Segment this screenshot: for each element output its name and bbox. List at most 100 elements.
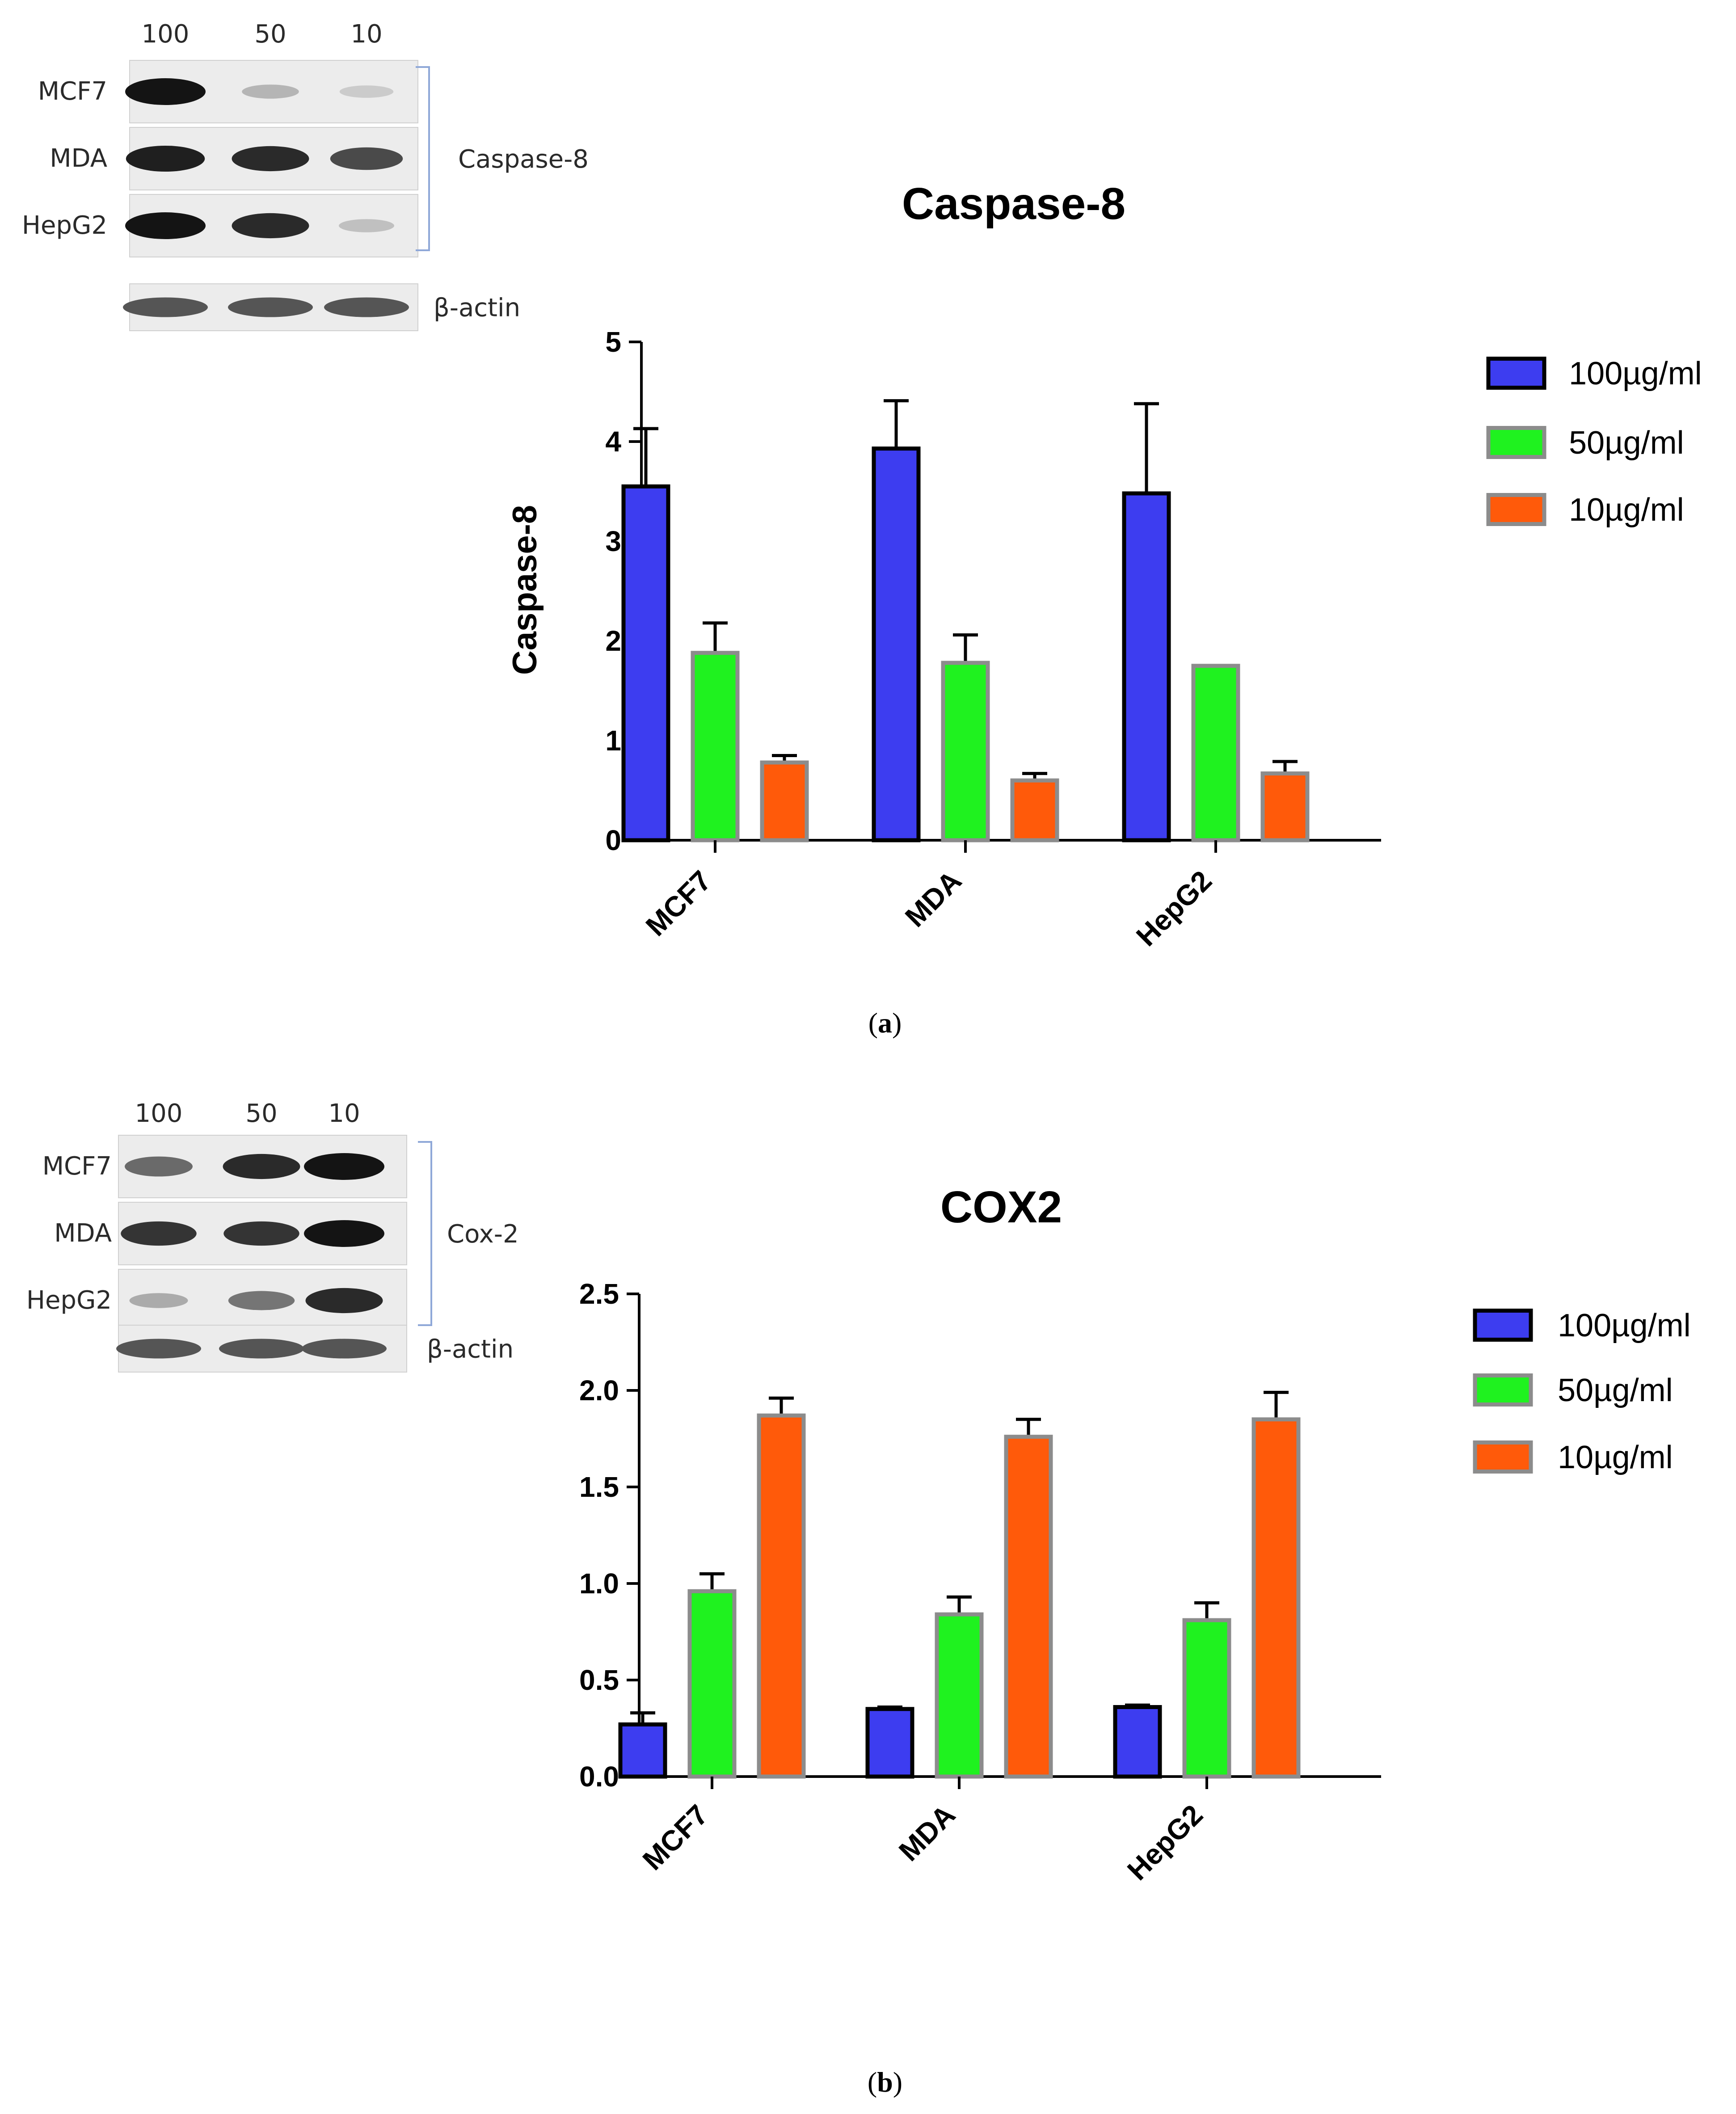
bar <box>691 651 740 842</box>
actin-band <box>219 1339 304 1359</box>
y-tick-label: 1.0 <box>579 1567 619 1600</box>
y-tick-label: 0.0 <box>579 1760 619 1793</box>
actin-band <box>123 297 208 317</box>
bar <box>1010 778 1059 842</box>
blot-band <box>121 1221 197 1246</box>
y-tick-label: 2 <box>605 625 621 657</box>
x-tick-label: MDA <box>893 1798 961 1867</box>
legend-label: 10µg/ml <box>1569 492 1684 528</box>
blot-row-label: MCF7 <box>38 77 107 106</box>
blot-row-label: MCF7 <box>42 1152 112 1181</box>
legend-label: 100µg/ml <box>1569 356 1702 392</box>
western-blot: 100 50 10 MCF7 MDA HepG2 Caspase-8 β-actin <box>22 20 589 331</box>
blot-band <box>223 1154 300 1179</box>
legend-label: 50µg/ml <box>1569 425 1684 461</box>
legend-swatch <box>1473 1373 1533 1407</box>
y-tick-label: 5 <box>605 326 621 358</box>
bar <box>935 1612 984 1779</box>
blot-row-label: HepG2 <box>22 211 107 240</box>
y-tick-label: 1.5 <box>579 1471 619 1503</box>
legend-swatch <box>1473 1309 1533 1342</box>
loading-control-label: β-actin <box>427 1335 514 1364</box>
blot-band <box>126 145 205 172</box>
actin-band <box>302 1339 387 1359</box>
lane-label: 50 <box>254 20 286 49</box>
blot-band <box>304 1220 384 1247</box>
bar <box>618 1722 667 1779</box>
lane-label: 100 <box>135 1099 183 1128</box>
y-tick-label: 0.5 <box>579 1664 619 1696</box>
blot-row-label: MDA <box>50 144 107 173</box>
bar <box>1113 1705 1162 1779</box>
bar <box>760 760 809 842</box>
bar <box>1004 1435 1053 1779</box>
bar <box>865 1707 914 1779</box>
x-tick-label: HepG2 <box>1130 864 1218 952</box>
y-tick-label: 4 <box>605 425 621 458</box>
y-tick-label: 3 <box>605 525 621 557</box>
blot-bracket <box>418 1141 432 1326</box>
blot-band <box>339 85 394 98</box>
blot-marker-label: Cox-2 <box>447 1220 519 1249</box>
bar <box>872 446 921 842</box>
panel-letter: a <box>878 1007 892 1039</box>
panel-letter: b <box>877 2066 893 2098</box>
bar <box>1260 771 1310 842</box>
bar <box>1251 1417 1301 1779</box>
y-tick-label: 2.5 <box>579 1278 619 1310</box>
lane-label: 10 <box>350 20 382 49</box>
legend: 100µg/ml 50µg/ml 10µg/ml <box>1473 1308 1691 1475</box>
bar <box>687 1589 737 1779</box>
actin-band <box>324 297 409 317</box>
chart-title: COX2 <box>940 1182 1062 1232</box>
y-axis-label: Caspase-8 <box>506 505 544 675</box>
blot-band <box>305 1288 383 1314</box>
blot-row-label: MDA <box>54 1219 112 1248</box>
legend: 100µg/ml 50µg/ml 10µg/ml <box>1486 356 1702 528</box>
legend-swatch <box>1473 1440 1533 1474</box>
legend-swatch <box>1486 426 1546 459</box>
bar <box>941 661 990 842</box>
panel-caption: (b) <box>868 2066 902 2098</box>
panel-b: 100 50 10 MCF7 MDA HepG2 Cox-2 β-actin COX2 0.0 0.… <box>26 1099 1691 2098</box>
blot-band <box>125 1156 193 1177</box>
actin-band <box>116 1339 201 1359</box>
x-tick-label: MCF7 <box>636 1798 714 1876</box>
loading-control-label: β-actin <box>434 294 520 323</box>
x-tick-label: MDA <box>899 864 968 933</box>
bar <box>621 484 670 842</box>
blot-band <box>223 1221 299 1246</box>
x-tick-label: MCF7 <box>640 864 717 942</box>
blot-bracket <box>416 66 430 251</box>
blot-band <box>125 78 206 105</box>
blot-band <box>339 219 394 232</box>
legend-label: 100µg/ml <box>1558 1308 1691 1343</box>
blot-band <box>242 84 299 99</box>
western-blot: 100 50 10 MCF7 MDA HepG2 Cox-2 β-actin <box>26 1099 519 1373</box>
legend-label: 50µg/ml <box>1558 1373 1673 1408</box>
lane-label: 10 <box>328 1099 360 1128</box>
y-tick-label: 0 <box>605 824 621 856</box>
blot-band <box>125 212 206 239</box>
bar-chart: COX2 0.0 0.5 1.0 1.5 2.0 2.5 MCF7 MDA HepG2 100µg/… <box>579 1182 1691 1887</box>
actin-band <box>228 297 313 317</box>
blot-band <box>232 213 309 239</box>
blot-band <box>228 1291 295 1310</box>
panel-a: 100 50 10MCF7MDAHepG2Caspase-8β-actinCaspa… <box>22 20 1702 1039</box>
y-tick-label: 2.0 <box>579 1374 619 1407</box>
chart-title: Caspase-8 <box>902 179 1125 229</box>
legend-swatch <box>1486 357 1546 390</box>
blot-band <box>232 146 309 172</box>
bar <box>757 1413 806 1779</box>
blot-row-label: HepG2 <box>26 1286 112 1315</box>
x-tick-label: HepG2 <box>1121 1798 1209 1887</box>
bar <box>1122 491 1171 842</box>
bar-chart: Caspase-8 0 1 2 3 4 5 Caspase-8 MCF7 MDA HepG2 100µ… <box>506 179 1702 952</box>
blot-band <box>330 147 403 170</box>
lane-label: 50 <box>245 1099 277 1128</box>
lane-label: 100 <box>142 20 190 49</box>
bar <box>1182 1618 1231 1779</box>
y-tick-label: 1 <box>605 724 621 757</box>
legend-label: 10µg/ml <box>1558 1440 1673 1475</box>
